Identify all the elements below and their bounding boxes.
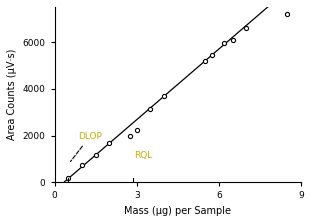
Y-axis label: Area Counts (μV·s): Area Counts (μV·s)	[7, 49, 17, 140]
Text: DLOP: DLOP	[71, 132, 102, 161]
X-axis label: Mass (μg) per Sample: Mass (μg) per Sample	[124, 206, 231, 216]
Text: RQL: RQL	[134, 151, 152, 160]
